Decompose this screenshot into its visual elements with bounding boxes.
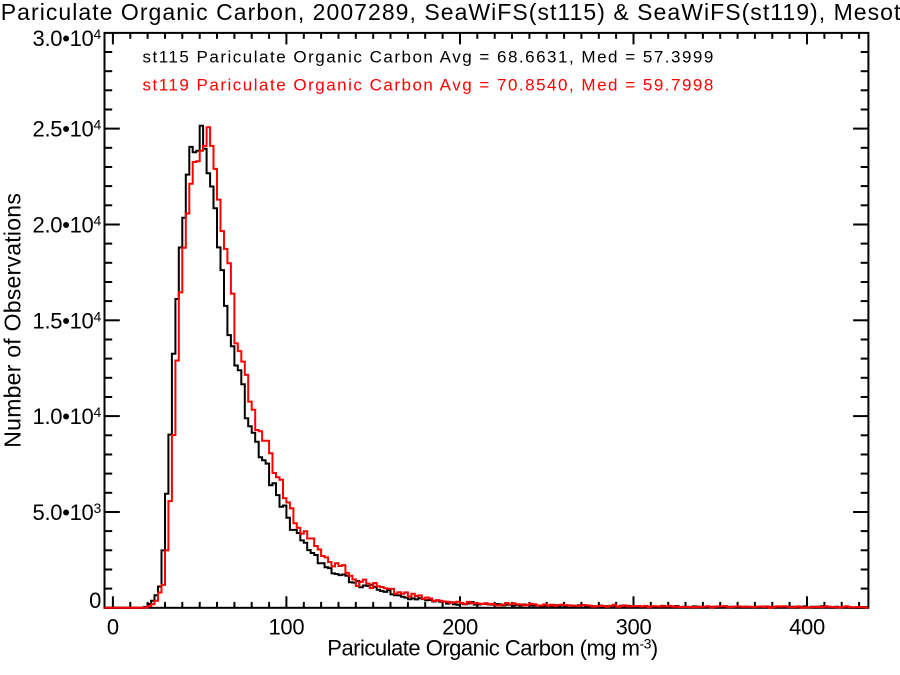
svg-text:Number of Observations: Number of Observations — [0, 193, 25, 448]
svg-text:1.5•104: 1.5•104 — [33, 308, 102, 333]
svg-text:2.0•104: 2.0•104 — [33, 213, 102, 238]
svg-text:st115 Pariculate Organic Carbo: st115 Pariculate Organic Carbon Avg = 68… — [143, 47, 715, 66]
svg-text:300: 300 — [616, 614, 652, 639]
svg-text:400: 400 — [789, 614, 825, 639]
svg-text:0: 0 — [107, 614, 119, 639]
svg-text:200: 200 — [442, 614, 478, 639]
svg-text:st119 Pariculate Organic Carbo: st119 Pariculate Organic Carbon Avg = 70… — [143, 75, 715, 94]
svg-text:2.5•104: 2.5•104 — [33, 117, 102, 142]
svg-text:1.0•104: 1.0•104 — [33, 404, 102, 429]
svg-text:Pariculate Organic Carbon, 200: Pariculate Organic Carbon, 2007289, SeaW… — [1, 0, 900, 25]
svg-text:0: 0 — [89, 588, 101, 613]
svg-text:5.0•103: 5.0•103 — [33, 500, 102, 525]
svg-text:100: 100 — [268, 614, 304, 639]
svg-text:3.0•104: 3.0•104 — [33, 26, 102, 51]
svg-text:Pariculate Organic Carbon (mg: Pariculate Organic Carbon (mg m-3) — [327, 636, 657, 661]
